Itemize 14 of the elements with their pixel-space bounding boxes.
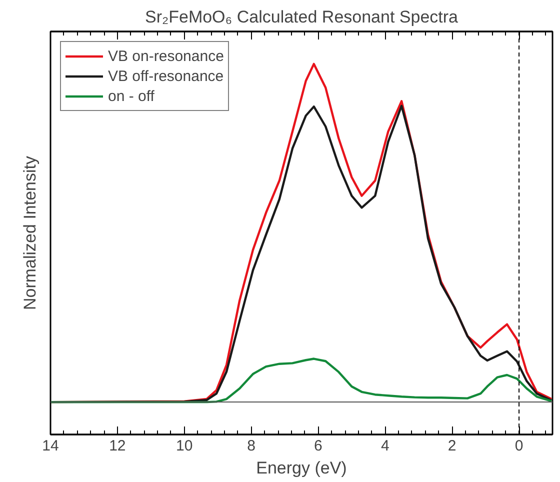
- x-tick-label: 8: [247, 438, 256, 454]
- x-tick-label: 2: [448, 438, 456, 454]
- chart-title: Sr₂FeMoO₆ Calculated Resonant Spectra: [145, 8, 459, 26]
- legend-label: on - off: [108, 88, 154, 104]
- x-tick-label: 14: [42, 438, 59, 454]
- x-axis-title: Energy (eV): [256, 458, 347, 478]
- x-tick-label: 4: [380, 438, 390, 454]
- legend-label: VB on-resonance: [108, 48, 224, 64]
- y-axis-title: Normalized Intensity: [20, 156, 40, 310]
- x-tick-label: 6: [314, 438, 322, 454]
- x-tick-label: 10: [176, 438, 193, 454]
- x-tick-label: 0: [514, 438, 524, 454]
- x-tick-label: 12: [109, 438, 126, 454]
- legend-label: VB off-resonance: [108, 68, 224, 84]
